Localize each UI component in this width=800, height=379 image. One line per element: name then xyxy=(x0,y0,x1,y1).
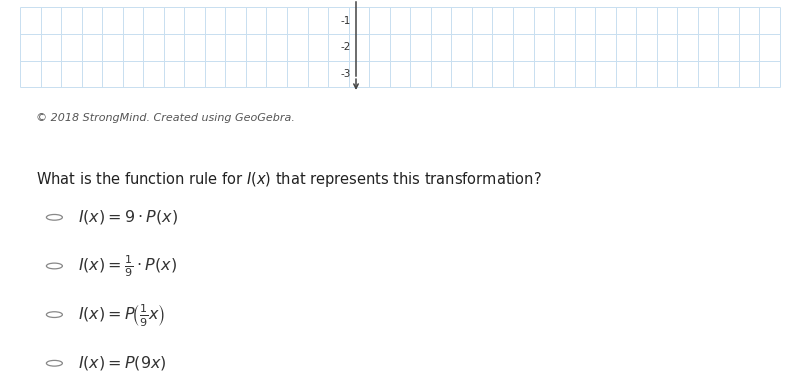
Text: $I(x) = P(9x)$: $I(x) = P(9x)$ xyxy=(78,354,167,372)
Text: © 2018 StrongMind. Created using GeoGebra.: © 2018 StrongMind. Created using GeoGebr… xyxy=(36,113,295,123)
Text: $I(x) = \frac{1}{9} \cdot P(x)$: $I(x) = \frac{1}{9} \cdot P(x)$ xyxy=(78,253,178,279)
Text: $I(x) = 9 \cdot P(x)$: $I(x) = 9 \cdot P(x)$ xyxy=(78,208,178,226)
Text: -3: -3 xyxy=(340,69,350,79)
Text: $I(x) = P\!\left(\frac{1}{9}x\right)$: $I(x) = P\!\left(\frac{1}{9}x\right)$ xyxy=(78,302,166,327)
Text: What is the function rule for $I(x)$ that represents this transformation?: What is the function rule for $I(x)$ tha… xyxy=(36,170,542,189)
Text: -2: -2 xyxy=(340,42,350,52)
Text: -1: -1 xyxy=(340,16,350,26)
